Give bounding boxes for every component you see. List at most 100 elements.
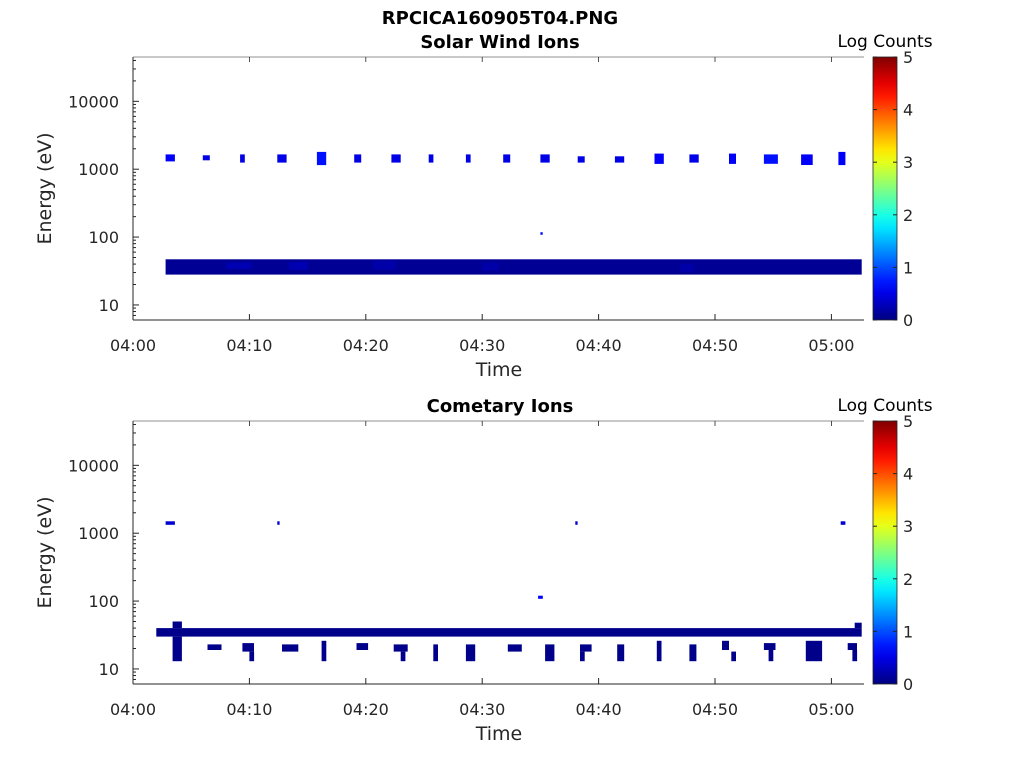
colorbar-tick-label: 1 <box>903 258 913 277</box>
heatmap-cell <box>575 521 578 525</box>
heatmap-cell <box>540 154 550 163</box>
x-axis-label: Time <box>475 723 523 745</box>
y-tick-label: 1000 <box>78 160 119 179</box>
heatmap-cell <box>321 640 327 662</box>
colorbar-tick-label: 0 <box>903 675 913 694</box>
heatmap-cell <box>165 259 862 275</box>
heatmap-cell <box>656 640 662 662</box>
heatmap-cell <box>172 621 182 629</box>
heatmap-cell <box>242 643 254 652</box>
heatmap-cell <box>240 154 245 163</box>
heatmap-cell <box>202 155 210 161</box>
heatmap-cell <box>207 644 222 650</box>
heatmap-cell <box>165 154 175 162</box>
heatmap-cell <box>731 651 736 662</box>
heatmap-cell <box>356 643 369 650</box>
y-tick-label: 10000 <box>68 92 119 111</box>
colorbar-label: Log Counts <box>837 32 932 52</box>
panel-title: Cometary Ions <box>427 396 574 417</box>
heatmap-cell <box>617 644 625 662</box>
heatmap-cell <box>545 644 555 662</box>
heatmap-cell <box>847 643 857 650</box>
colorbar-tick-label: 2 <box>903 570 913 589</box>
x-tick-label: 05:00 <box>808 700 854 719</box>
heatmap-cell <box>805 640 823 662</box>
x-tick-label: 04:40 <box>576 700 622 719</box>
heatmap-cell <box>689 154 699 163</box>
x-tick-label: 04:20 <box>343 700 389 719</box>
heatmap-cell <box>354 154 362 163</box>
heatmap-cells <box>156 521 862 662</box>
y-tick-label: 10 <box>99 660 119 679</box>
y-tick-label: 100 <box>88 592 119 611</box>
colorbar-tick-label: 0 <box>903 311 913 330</box>
x-tick-label: 04:10 <box>226 700 272 719</box>
heatmap-cell <box>729 153 736 164</box>
x-tick-label: 05:00 <box>808 336 854 355</box>
figure-title: RPCICA160905T04.PNG <box>382 8 618 29</box>
heatmap-cell <box>840 521 846 525</box>
heatmap-cell <box>482 262 499 271</box>
colorbar <box>872 56 898 321</box>
heatmap-cell <box>249 651 255 662</box>
heatmap-cell <box>277 154 287 163</box>
x-tick-label: 04:50 <box>692 700 738 719</box>
colorbar-tick-label: 4 <box>903 101 913 120</box>
x-tick-label: 04:50 <box>692 336 738 355</box>
heatmap-cell <box>428 154 434 163</box>
heatmap-cell <box>289 261 308 270</box>
heatmap-cell <box>763 643 776 650</box>
heatmap-cell <box>838 151 846 166</box>
x-axis-label: Time <box>475 359 523 381</box>
heatmap-cell <box>316 151 327 166</box>
heatmap-cell <box>577 156 585 163</box>
colorbar-tick-label: 3 <box>903 153 913 172</box>
colorbar <box>872 420 898 685</box>
x-tick-label: 04:20 <box>343 336 389 355</box>
y-axis-label: Energy (eV) <box>34 132 56 244</box>
y-tick-label: 10000 <box>68 456 119 475</box>
colorbar-tick-label: 4 <box>903 465 913 484</box>
heatmap-cell <box>165 521 175 525</box>
heatmap-cell <box>854 622 862 629</box>
colorbar-label: Log Counts <box>837 396 932 416</box>
heatmap-cell <box>507 644 522 652</box>
heatmap-cell <box>433 644 438 662</box>
x-tick-label: 04:30 <box>459 336 505 355</box>
heatmap-cell <box>654 153 664 164</box>
heatmap-cell <box>689 644 697 662</box>
heatmap-cell <box>768 650 774 662</box>
heatmap-cell <box>465 154 471 163</box>
colorbar-tick-label: 1 <box>903 622 913 641</box>
heatmap-cells <box>165 151 862 275</box>
heatmap-cell <box>503 154 511 163</box>
x-tick-label: 04:00 <box>110 336 156 355</box>
heatmap-cell <box>465 644 476 662</box>
heatmap-cell <box>393 644 408 652</box>
heatmap-cell <box>372 260 397 270</box>
heatmap-cell <box>391 154 401 163</box>
y-tick-label: 10 <box>99 296 119 315</box>
heatmap-cell <box>580 644 592 652</box>
heatmap-cell <box>282 644 299 652</box>
x-tick-label: 04:30 <box>459 700 505 719</box>
heatmap-cell <box>540 232 543 235</box>
y-tick-label: 100 <box>88 228 119 247</box>
panel-title: Solar Wind Ions <box>420 32 579 53</box>
heatmap-cell <box>172 636 182 662</box>
heatmap-cell <box>763 154 778 164</box>
colorbar-tick-label: 5 <box>903 412 913 431</box>
heatmap-cell <box>400 651 406 662</box>
heatmap-cell <box>538 595 543 599</box>
y-axis-label: Energy (eV) <box>34 496 56 608</box>
colorbar-tick-label: 2 <box>903 206 913 225</box>
heatmap-cell <box>580 651 585 662</box>
heatmap-cell <box>277 521 280 525</box>
colorbar-tick-label: 5 <box>903 48 913 67</box>
x-tick-label: 04:40 <box>576 336 622 355</box>
y-tick-label: 1000 <box>78 524 119 543</box>
heatmap-cell <box>722 640 729 650</box>
heatmap-cell <box>801 154 813 165</box>
